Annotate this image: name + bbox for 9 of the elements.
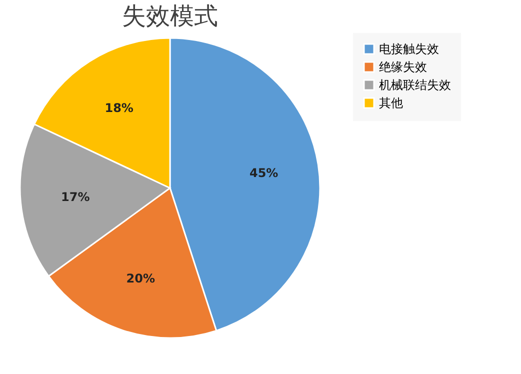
legend-label: 绝缘失效 (379, 60, 427, 74)
legend-label: 电接触失效 (379, 42, 439, 56)
data-label: 18% (104, 100, 134, 115)
legend-label: 机械联结失效 (379, 78, 451, 92)
data-label: 17% (61, 190, 90, 204)
chart-title: 失效模式 (122, 2, 218, 30)
data-label: 45% (249, 166, 278, 180)
legend-label: 其他 (379, 96, 403, 110)
data-label: 20% (126, 271, 156, 286)
